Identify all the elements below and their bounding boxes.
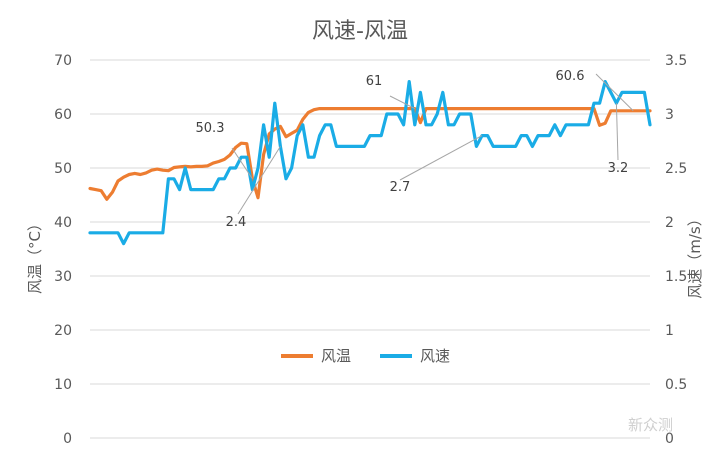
callout-label: 50.3 [196,121,225,136]
series-line-speed [88,79,652,246]
right-axis-ticks: 0 0.5 1 1.5 2 2.5 3 3.5 [665,53,687,447]
right-tick-label: 1.5 [665,269,687,285]
callout-label: 2.4 [226,215,247,230]
watermark: 新众测 [628,416,673,434]
left-tick-label: 30 [54,269,72,285]
callout-label: 60.6 [556,69,585,84]
left-axis-ticks: 0 10 20 30 40 50 60 70 [54,53,72,447]
callout-label: 3.2 [608,161,629,176]
right-tick-label: 2.5 [665,161,687,177]
legend: 风温 风速 [281,347,450,365]
series-lines [88,79,652,246]
callout-leader [231,147,253,180]
left-tick-label: 60 [54,107,72,123]
right-axis-title: 风速（m/s） [686,211,704,298]
left-tick-label: 50 [54,161,72,177]
left-tick-label: 40 [54,215,72,231]
right-tick-label: 2 [665,215,674,231]
right-tick-label: 3 [665,107,674,123]
left-tick-label: 0 [63,431,72,447]
left-tick-label: 70 [54,53,72,69]
legend-label-speed: 风速 [420,347,450,365]
right-tick-label: 0.5 [665,377,687,393]
gridlines [90,59,650,439]
right-tick-label: 0 [665,431,674,447]
left-tick-label: 20 [54,323,72,339]
callout-leader [399,135,483,181]
callout-leader [595,73,634,112]
left-axis-title: 风温（°C） [26,216,44,294]
data-callouts: 50.3 2.4 61 2.7 60.6 3.2 [196,69,634,230]
right-tick-label: 1 [665,323,674,339]
legend-label-temperature: 风温 [321,347,351,365]
callout-leader [237,146,281,215]
callout-label: 2.7 [390,180,411,195]
callout-leader [615,103,619,161]
callout-label: 61 [366,74,383,89]
right-tick-label: 3.5 [665,53,687,69]
left-tick-label: 10 [54,377,72,393]
callout-leader [389,95,416,110]
series-line-temperature [88,106,652,201]
chart-title: 风速-风温 [312,19,408,44]
